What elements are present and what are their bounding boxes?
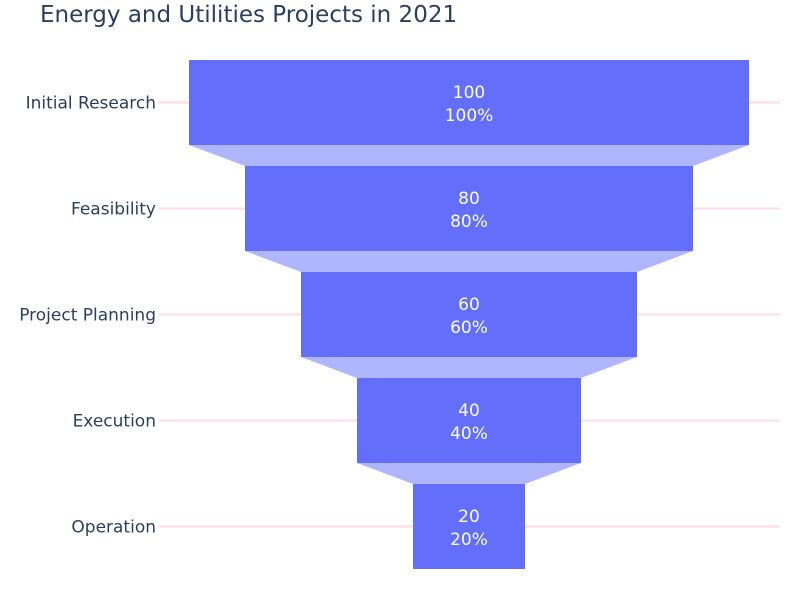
value-label: 20	[458, 507, 480, 527]
funnel-connector	[245, 251, 693, 272]
funnel-bar	[357, 378, 581, 463]
funnel-bar	[245, 166, 693, 251]
percent-label: 60%	[450, 318, 488, 338]
category-tick-label: Feasibility	[71, 200, 156, 220]
category-tick-label: Operation	[71, 518, 156, 538]
percent-label: 20%	[450, 530, 488, 550]
value-label: 40	[458, 401, 480, 421]
value-label: 100	[453, 83, 485, 103]
chart-title: Energy and Utilities Projects in 2021	[40, 2, 458, 28]
funnel-bar	[413, 484, 525, 569]
percent-label: 40%	[450, 424, 488, 444]
value-label: 80	[458, 189, 480, 209]
funnel-connector	[357, 463, 581, 484]
funnel-bar	[301, 272, 637, 357]
category-tick-label: Project Planning	[19, 306, 156, 326]
funnel-bar	[189, 60, 749, 145]
percent-label: 100%	[445, 106, 494, 126]
funnel-connector	[301, 357, 637, 378]
category-tick-label: Initial Research	[26, 94, 156, 114]
value-label: 60	[458, 295, 480, 315]
percent-label: 80%	[450, 212, 488, 232]
funnel-connector	[189, 145, 749, 166]
category-tick-label: Execution	[73, 412, 156, 432]
